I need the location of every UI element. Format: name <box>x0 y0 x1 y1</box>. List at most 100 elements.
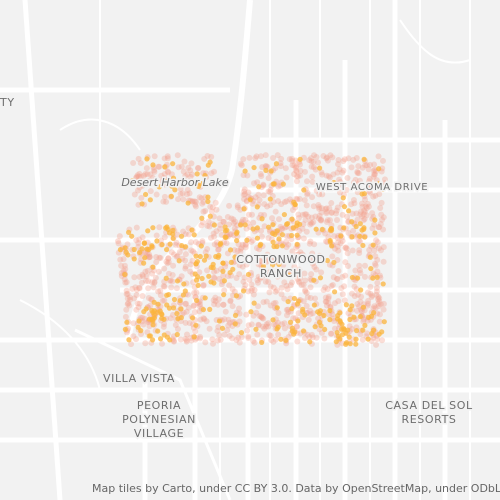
point <box>334 204 341 211</box>
point <box>248 287 255 294</box>
point <box>216 275 223 282</box>
point <box>379 337 386 344</box>
point <box>178 163 185 170</box>
point <box>373 341 380 348</box>
point <box>323 208 330 215</box>
point <box>322 183 329 190</box>
point <box>170 231 176 237</box>
point <box>333 207 340 214</box>
point <box>339 211 346 218</box>
point <box>369 225 376 232</box>
point <box>304 190 311 197</box>
point <box>371 171 378 178</box>
point <box>361 208 368 215</box>
point <box>189 227 195 233</box>
point <box>160 198 167 205</box>
point <box>133 173 140 180</box>
point <box>184 191 191 198</box>
point <box>308 214 315 221</box>
point <box>167 315 174 322</box>
point <box>381 319 387 325</box>
point <box>130 178 136 184</box>
point <box>328 225 335 232</box>
point <box>199 215 205 221</box>
point <box>364 289 371 296</box>
point <box>190 248 197 255</box>
point <box>204 267 211 274</box>
point <box>339 169 346 176</box>
point <box>263 273 270 280</box>
point <box>220 260 226 266</box>
point <box>334 316 341 322</box>
point <box>362 162 369 169</box>
point <box>248 309 254 315</box>
point <box>122 313 129 320</box>
point <box>230 220 237 227</box>
point <box>250 337 257 344</box>
point <box>289 157 296 164</box>
point <box>256 196 263 203</box>
point <box>192 203 199 210</box>
point <box>227 297 234 304</box>
point <box>210 340 217 347</box>
point <box>121 276 128 283</box>
point <box>371 161 378 168</box>
point <box>283 337 289 343</box>
point <box>297 172 304 179</box>
point <box>126 294 133 301</box>
point <box>162 164 168 170</box>
point <box>318 209 325 216</box>
point <box>258 314 265 321</box>
point <box>337 240 344 247</box>
point <box>297 274 304 281</box>
point <box>215 296 222 303</box>
point <box>340 167 347 174</box>
point <box>196 194 203 201</box>
point <box>151 168 158 175</box>
point <box>348 201 355 208</box>
point <box>308 158 315 165</box>
point <box>155 301 161 307</box>
point <box>250 312 257 319</box>
point <box>380 306 387 313</box>
point <box>347 307 353 313</box>
point <box>223 234 229 241</box>
point <box>246 276 253 283</box>
point <box>315 159 322 166</box>
point <box>293 323 300 330</box>
point <box>202 295 208 301</box>
place-label-line: WEST ACOMA DRIVE <box>316 182 428 193</box>
point <box>372 260 379 267</box>
point <box>267 188 274 195</box>
point <box>146 251 153 258</box>
point <box>295 278 302 285</box>
point <box>149 270 156 277</box>
point <box>156 163 163 170</box>
point <box>370 334 377 341</box>
point <box>242 244 249 251</box>
point <box>141 260 147 266</box>
point <box>300 281 307 288</box>
point <box>195 165 202 172</box>
point <box>177 191 184 198</box>
point <box>161 234 168 241</box>
point <box>289 155 296 162</box>
point <box>165 255 172 262</box>
point <box>250 219 257 226</box>
point <box>303 211 310 218</box>
point <box>275 331 282 338</box>
point <box>173 285 180 292</box>
point <box>138 279 145 286</box>
point <box>187 173 194 180</box>
point <box>365 314 372 321</box>
point <box>373 291 380 298</box>
point <box>361 273 368 280</box>
point <box>204 152 211 159</box>
point <box>207 159 213 165</box>
point <box>180 168 187 175</box>
point <box>161 297 168 304</box>
point <box>183 300 190 307</box>
point <box>356 247 363 254</box>
point <box>130 160 137 167</box>
point <box>254 225 260 231</box>
